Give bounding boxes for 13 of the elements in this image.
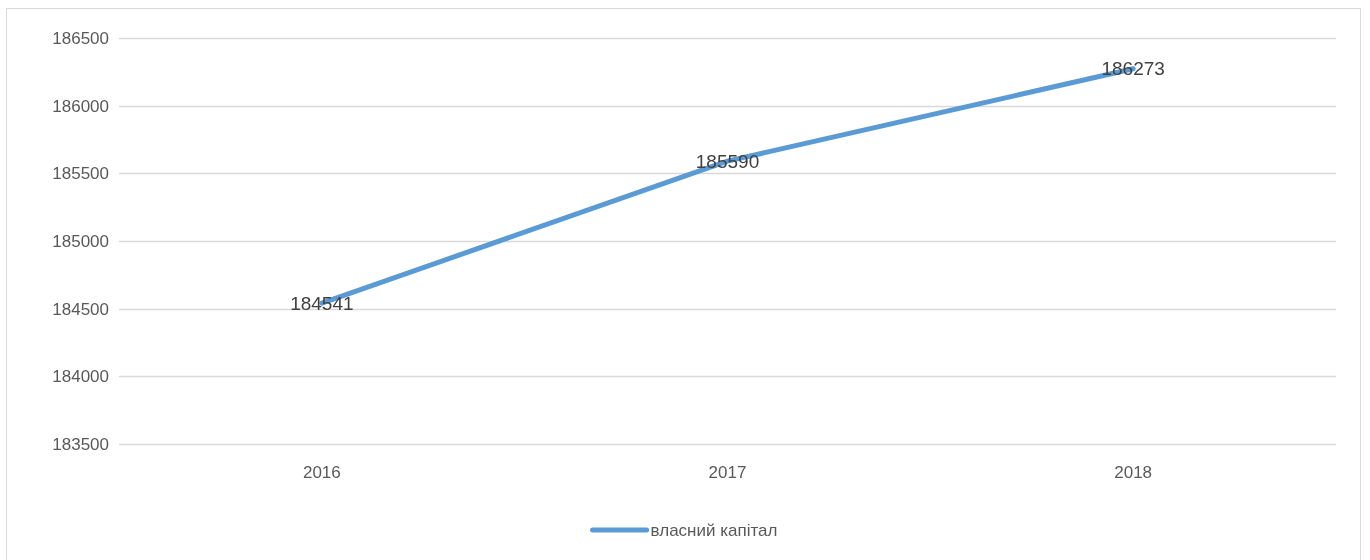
data-label: 184541 [290,292,354,314]
x-tick-label: 2016 [302,463,341,483]
y-tick-label: 185500 [52,164,109,184]
y-tick-label: 183500 [52,434,109,454]
data-label: 186273 [1101,58,1165,80]
x-tick-label: 2017 [708,463,747,483]
y-tick-label: 186000 [52,96,109,116]
y-tick-label: 184000 [52,367,109,387]
x-tick-label: 2018 [1114,463,1153,483]
y-tick-label: 184500 [52,299,109,319]
legend-label: власний капітал [650,520,778,540]
y-tick-label: 185000 [52,231,109,251]
y-tick-label: 186500 [52,28,109,48]
